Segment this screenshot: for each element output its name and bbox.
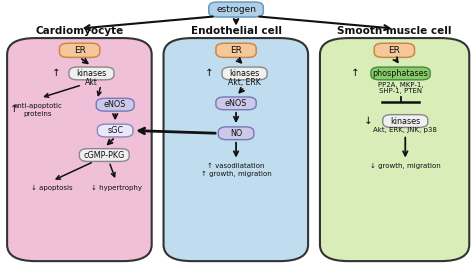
Text: ↓: ↓ — [364, 116, 373, 126]
Text: PP2A, MKP-1,: PP2A, MKP-1, — [378, 82, 423, 88]
Text: ↑: ↑ — [351, 69, 360, 78]
Text: ↑: ↑ — [205, 69, 213, 78]
Text: Smooth muscle cell: Smooth muscle cell — [337, 26, 452, 36]
Text: ↑ vasodilatation: ↑ vasodilatation — [207, 163, 265, 169]
Text: ↓ hypertrophy: ↓ hypertrophy — [91, 185, 142, 191]
FancyBboxPatch shape — [80, 149, 129, 162]
FancyBboxPatch shape — [320, 38, 469, 261]
Text: Akt, ERK: Akt, ERK — [228, 78, 261, 87]
Text: cGMP-PKG: cGMP-PKG — [83, 150, 125, 160]
Text: eNOS: eNOS — [104, 100, 127, 109]
Text: eNOS: eNOS — [225, 99, 247, 108]
FancyBboxPatch shape — [164, 38, 308, 261]
FancyBboxPatch shape — [216, 43, 256, 57]
Text: anti-apoptotic: anti-apoptotic — [13, 103, 63, 109]
Text: proteins: proteins — [24, 111, 52, 117]
Text: ER: ER — [388, 46, 401, 55]
FancyBboxPatch shape — [216, 97, 256, 110]
FancyBboxPatch shape — [69, 67, 114, 80]
Text: ER: ER — [73, 46, 86, 55]
FancyBboxPatch shape — [371, 67, 430, 80]
Text: Akt: Akt — [85, 78, 98, 87]
Text: phosphatases: phosphatases — [373, 69, 428, 78]
Text: NO: NO — [230, 129, 242, 138]
Text: ↑ growth, migration: ↑ growth, migration — [201, 171, 272, 177]
Text: kinases: kinases — [390, 116, 420, 126]
FancyBboxPatch shape — [218, 127, 254, 140]
FancyBboxPatch shape — [60, 43, 100, 57]
Text: kinases: kinases — [76, 69, 107, 78]
FancyBboxPatch shape — [383, 115, 428, 127]
FancyBboxPatch shape — [209, 2, 264, 17]
Text: kinases: kinases — [229, 69, 260, 78]
Text: ER: ER — [230, 46, 242, 55]
FancyBboxPatch shape — [98, 124, 133, 137]
Text: ↓ apoptosis: ↓ apoptosis — [31, 185, 73, 191]
Text: SHP-1, PTEN: SHP-1, PTEN — [379, 88, 422, 94]
Text: Cardiomyocyte: Cardiomyocyte — [36, 26, 124, 36]
FancyBboxPatch shape — [222, 67, 267, 80]
Text: ↓ growth, migration: ↓ growth, migration — [370, 163, 441, 169]
FancyBboxPatch shape — [374, 43, 414, 57]
Text: estrogen: estrogen — [216, 5, 256, 14]
FancyBboxPatch shape — [7, 38, 152, 261]
Text: sGC: sGC — [107, 126, 123, 135]
Text: Endothelial cell: Endothelial cell — [191, 26, 282, 36]
Text: ↑: ↑ — [52, 69, 60, 78]
Text: Akt, ERK, JNK, p38: Akt, ERK, JNK, p38 — [374, 127, 437, 133]
Text: ↑: ↑ — [10, 104, 18, 114]
FancyBboxPatch shape — [96, 98, 134, 111]
